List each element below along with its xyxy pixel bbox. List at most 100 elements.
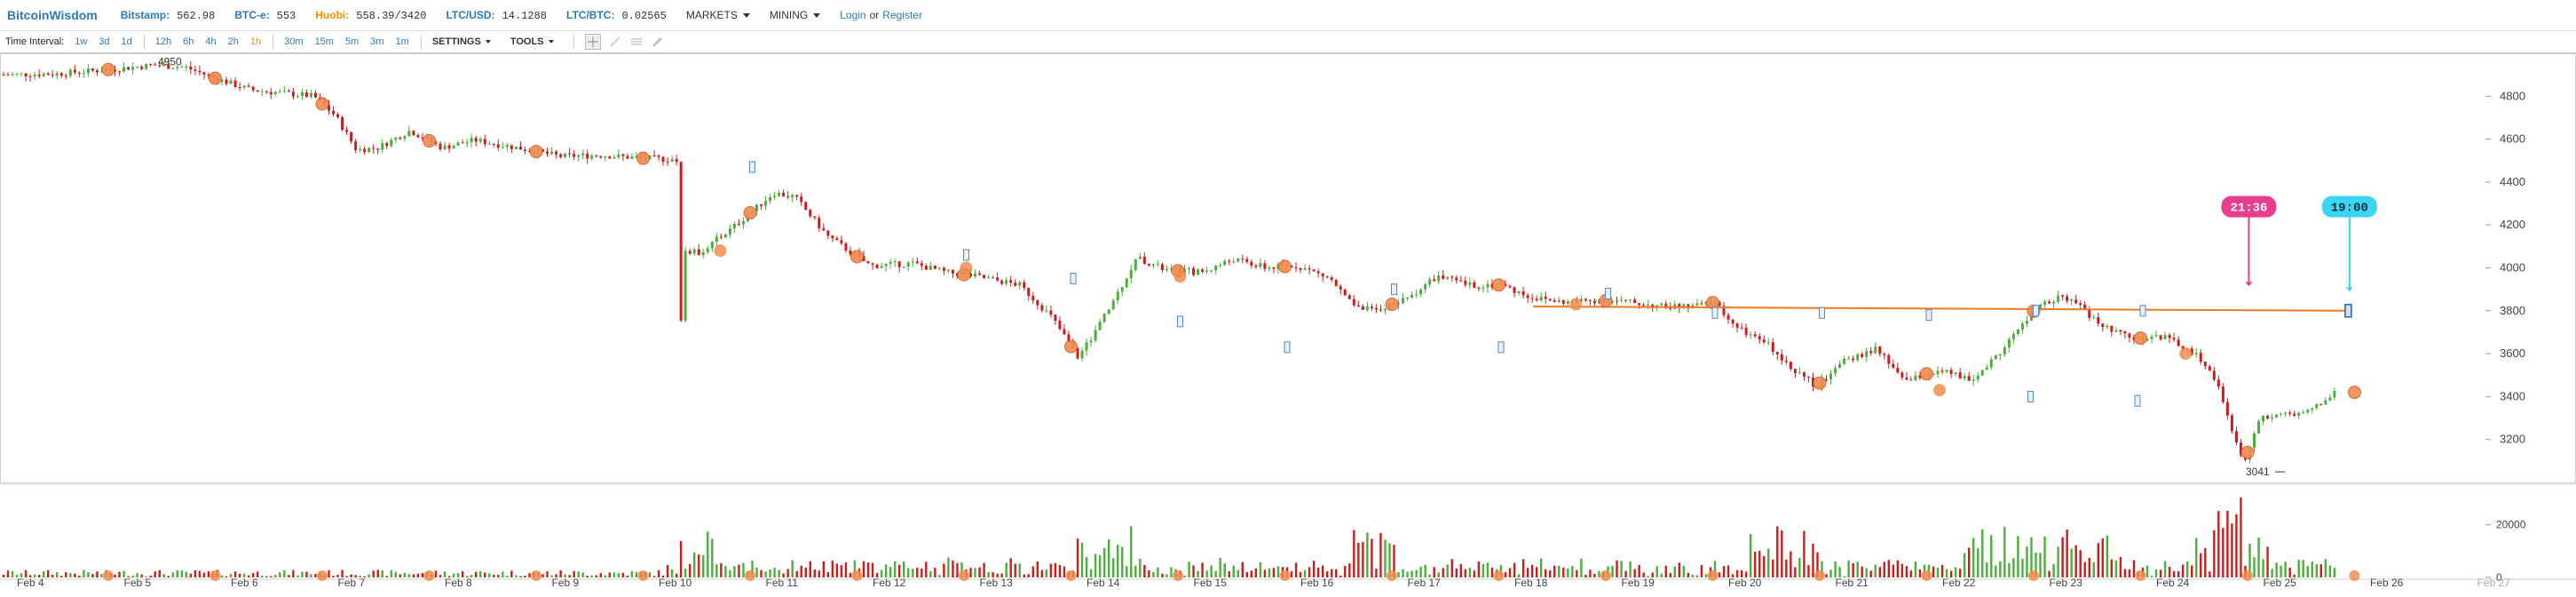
candle-body [1464,280,1467,285]
interval-2h[interactable]: 2h [227,36,239,47]
candle-body [1731,319,1734,324]
x-axis-label: Feb 13 [980,577,1014,589]
volume-bar [1353,529,1355,577]
candle-body [996,277,1000,281]
interval-4h[interactable]: 4h [205,36,217,47]
volume-bar [2231,523,2233,577]
candle-body [1513,287,1516,293]
mining-menu[interactable]: MINING [770,9,821,21]
interval-1d[interactable]: 1d [121,36,132,47]
interval-1w[interactable]: 1w [75,36,88,47]
toolbar-divider [143,35,145,49]
volume-bar [1312,561,1316,577]
volume-bar [1031,566,1035,577]
candle-body [291,92,295,97]
volume-bar [1932,566,1935,577]
candle-body [2003,347,2006,354]
volume-bar [818,570,821,577]
interval-3m[interactable]: 3m [370,36,384,47]
volume-bar [1428,574,1431,577]
volume-bar [1687,572,1690,577]
volume-bar [2217,511,2220,577]
market-ticker-ltcusd[interactable]: LTC/USD: 14.1288 [446,9,547,22]
candle-body [2253,433,2256,448]
interval-12h[interactable]: 12h [154,36,172,47]
login-link[interactable]: Login [840,9,866,21]
volume-bar [2213,529,2216,577]
price-tick-label: 4200 [2500,218,2525,231]
candle-body [1330,277,1333,281]
interval-5m[interactable]: 5m [344,36,360,47]
settings-menu[interactable]: SETTINGS [432,36,491,47]
register-link[interactable]: Register [882,9,922,21]
market-ticker-bitstamp[interactable]: Bitstamp: 562.98 [121,9,216,22]
fib-lines-icon[interactable] [629,35,644,49]
volume-day-marker [317,570,328,581]
market-ticker-ltcbtc[interactable]: LTC/BTC: 0.02565 [566,9,667,22]
candle-body [434,142,438,144]
interval-3d[interactable]: 3d [99,36,110,47]
candle-body [840,240,843,243]
markets-menu[interactable]: MARKETS [686,9,750,21]
volume-bar [1669,573,1671,577]
candle-body [1129,269,1133,279]
annotation-box [1925,309,1932,322]
volume-bar [912,569,914,577]
line-draw-icon[interactable] [608,35,622,49]
candle-body [2319,404,2323,406]
volume-bar [1290,570,1293,577]
interval-15m[interactable]: 15m [314,36,334,47]
volume-bar [702,554,705,577]
volume-bar [2222,528,2224,577]
tools-menu[interactable]: TOOLS [510,36,554,47]
candle-body [937,267,941,269]
volume-bar [1749,534,1752,577]
candle-body [1365,306,1369,310]
volume-bar [1945,569,1948,577]
x-axis-label: Feb 15 [1194,577,1228,589]
volume-bar [238,573,241,577]
candle-body [1063,329,1066,335]
candle-body [1878,346,1882,354]
candle-body [1508,285,1512,288]
interval-6h[interactable]: 6h [183,36,194,47]
volume-bar [171,572,174,577]
market-ticker-btce[interactable]: BTC-e: 553 [234,9,296,22]
brand-logo[interactable]: BitcoinWisdom [7,8,98,22]
volume-bar [1794,567,1797,577]
price-chart[interactable]: 3200 3400 3600 3800 4000 4200 4400 4600 4800 0 200… [0,53,2576,597]
volume-bar [1713,561,1717,577]
volume-bar [354,575,357,577]
volume-bar [1308,567,1311,577]
volume-bar [256,571,259,577]
volume-bar [2079,550,2082,577]
candle-body [350,131,353,142]
volume-bar [1477,561,1481,577]
volume-bar [916,568,919,577]
candle-body [55,73,59,76]
volume-bar [2043,536,2046,577]
crosshair-icon[interactable] [584,34,601,50]
candle-body [1825,378,1829,380]
volume-bar [1121,546,1124,577]
volume-bar [2070,548,2073,577]
volume-bar [929,571,932,577]
volume-bar [394,571,398,577]
interval-1h[interactable]: 1h [249,36,262,47]
volume-bar [1188,561,1190,577]
interval-30m[interactable]: 30m [284,36,304,47]
volume-day-marker [1921,570,1932,581]
candle-body [1352,298,1355,306]
pencil-icon[interactable] [651,35,665,49]
volume-bar [2288,568,2291,577]
markets-menu-label: MARKETS [685,9,738,21]
alert-bubble [2221,195,2277,218]
candlesticks [2,60,2336,464]
volume-bar [1642,572,1645,577]
volume-bar [1914,561,1917,577]
interval-1m[interactable]: 1m [395,36,409,47]
market-ticker-huobi[interactable]: Huobi: 558.39/3420 [315,9,426,22]
volume-bar [1272,568,1276,577]
volume-bar [69,573,72,577]
market-price: 14.1288 [502,9,548,22]
